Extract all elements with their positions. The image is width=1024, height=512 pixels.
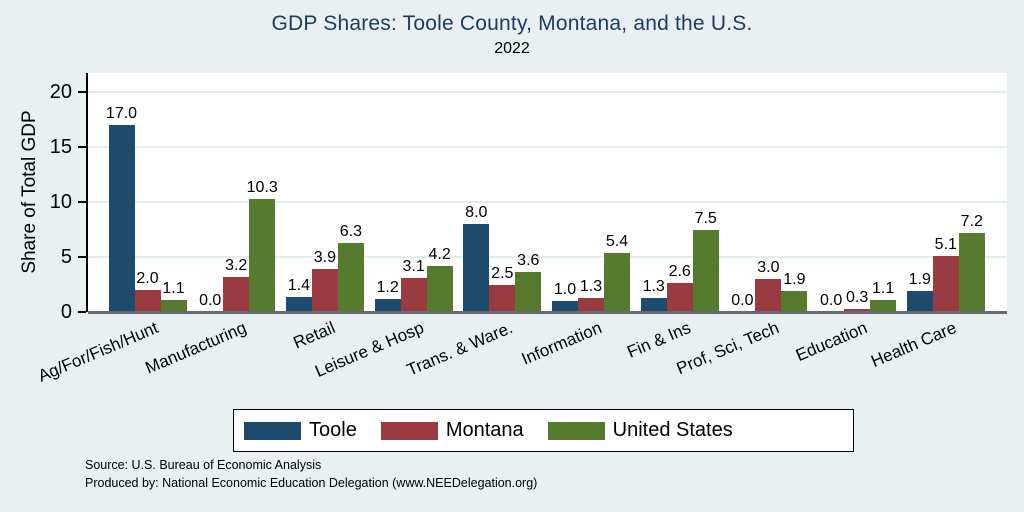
y-axis-tick <box>78 256 86 258</box>
y-gridline <box>88 256 1007 258</box>
bar <box>160 299 187 312</box>
x-axis-label: Manufacturing <box>143 318 250 378</box>
bar-value-label: 4.2 <box>428 245 451 263</box>
chart-title: GDP Shares: Toole County, Montana, and t… <box>271 12 753 35</box>
bar-value-label: 5.4 <box>605 232 629 250</box>
x-axis-label: Retail <box>290 318 339 353</box>
bar <box>400 277 427 312</box>
bar <box>374 298 401 312</box>
plot-area: 0 5 10 15 20 17.0 0.0 1.4 1.2 8.0 1.0 1.3 0.0 0.0 1.9 2… <box>50 73 1007 323</box>
bar <box>223 276 250 312</box>
bar <box>463 224 490 312</box>
bar <box>108 125 135 312</box>
x-axis-label: Prof, Sci, Tech <box>673 318 782 379</box>
bar-value-label: 0.0 <box>199 292 222 309</box>
bar <box>285 296 312 312</box>
bar <box>337 242 364 312</box>
y-axis-tick <box>78 201 86 203</box>
y-tick-label: 5 <box>60 246 72 268</box>
x-axis-label: Trans. & Ware. <box>404 318 516 380</box>
bar <box>932 255 959 312</box>
bar-value-label: 1.1 <box>162 279 185 297</box>
bar-value-label: 2.6 <box>668 263 691 281</box>
bar-value-label: 3.2 <box>225 256 248 274</box>
chart-subtitle: 2022 <box>494 40 530 57</box>
y-gridline <box>88 201 1007 203</box>
bar-value-label: 5.1 <box>934 235 957 253</box>
y-gridline <box>88 146 1007 148</box>
y-gridline <box>88 91 1007 93</box>
bar <box>692 229 719 312</box>
y-axis-line <box>86 73 88 312</box>
legend: Toole Montana United States <box>233 409 854 452</box>
bar <box>515 272 542 312</box>
x-axis-label: Fin & Ins <box>623 318 694 362</box>
bar <box>249 198 276 312</box>
bar-value-label: 3.1 <box>402 257 425 275</box>
bar-value-label: 3.0 <box>757 259 780 276</box>
y-tick-label: 10 <box>49 191 72 213</box>
legend-swatch <box>380 421 438 440</box>
bar <box>134 290 161 312</box>
source-line: Source: U.S. Bureau of Economic Analysis <box>85 458 322 472</box>
bar <box>958 232 985 312</box>
y-tick-label: 15 <box>49 136 72 158</box>
produced-by-line: Produced by: National Economic Education… <box>85 475 538 490</box>
legend-label: Montana <box>445 419 524 441</box>
bar-value-label: 8.0 <box>465 204 488 221</box>
bar-value-label: 7.2 <box>960 212 983 230</box>
bar-value-label: 0.0 <box>819 292 843 309</box>
bar <box>781 291 808 312</box>
bar <box>311 269 338 312</box>
bar <box>578 297 604 312</box>
legend-swatch <box>547 421 605 440</box>
bar <box>604 252 630 312</box>
legend-swatch <box>244 421 301 440</box>
legend-entry: Toole <box>244 419 357 442</box>
legend-label: Toole <box>309 419 357 441</box>
x-axis-label: Ag/For/Fish/Hunt <box>35 318 161 386</box>
bar <box>426 265 453 312</box>
bar-value-label: 0.3 <box>845 288 869 306</box>
y-tick-label: 20 <box>49 81 72 103</box>
y-axis-tick <box>78 146 86 148</box>
bar-value-label: 2.5 <box>491 264 514 282</box>
bar-value-label: 1.9 <box>783 271 806 289</box>
bar-value-label: 17.0 <box>105 105 138 122</box>
legend-entry: Montana <box>380 419 524 442</box>
x-axis-label: Leisure & Hosp <box>312 318 428 381</box>
bar-value-label: 0.0 <box>731 292 754 309</box>
bar <box>844 308 871 312</box>
bar-value-label: 1.3 <box>579 277 603 295</box>
x-axis-baseline <box>88 311 1007 314</box>
bar-value-label: 10.3 <box>246 178 278 196</box>
bar-value-label: 3.9 <box>313 249 337 267</box>
bar <box>666 283 693 312</box>
bar <box>552 301 578 312</box>
x-axis-label: Information <box>518 318 605 369</box>
bar-value-label: 1.4 <box>287 276 311 294</box>
y-axis-tick <box>78 311 86 313</box>
x-axis-label: Health Care <box>868 318 960 371</box>
bar <box>489 284 516 312</box>
bar <box>640 297 667 312</box>
bar <box>870 299 897 312</box>
x-axis-label: Education <box>793 318 871 366</box>
y-tick-label: 0 <box>60 301 72 323</box>
bar <box>755 279 782 312</box>
bar-value-label: 1.9 <box>908 271 931 289</box>
bar-value-label: 7.5 <box>694 209 717 227</box>
y-axis-tick <box>78 91 86 93</box>
legend-label: United States <box>612 419 733 441</box>
bar <box>906 291 933 312</box>
bar-value-label: 6.3 <box>339 222 363 240</box>
bar-value-label: 1.1 <box>871 279 895 297</box>
legend-entry: United States <box>547 419 733 442</box>
bar-value-label: 1.0 <box>553 281 577 298</box>
source-note: Source: U.S. Bureau of Economic Analysis… <box>85 457 537 492</box>
bar-value-label: 1.3 <box>642 277 665 295</box>
bar-value-label: 2.0 <box>136 270 159 287</box>
bar-value-label: 1.2 <box>376 278 399 296</box>
bar-value-label: 3.6 <box>517 252 540 270</box>
